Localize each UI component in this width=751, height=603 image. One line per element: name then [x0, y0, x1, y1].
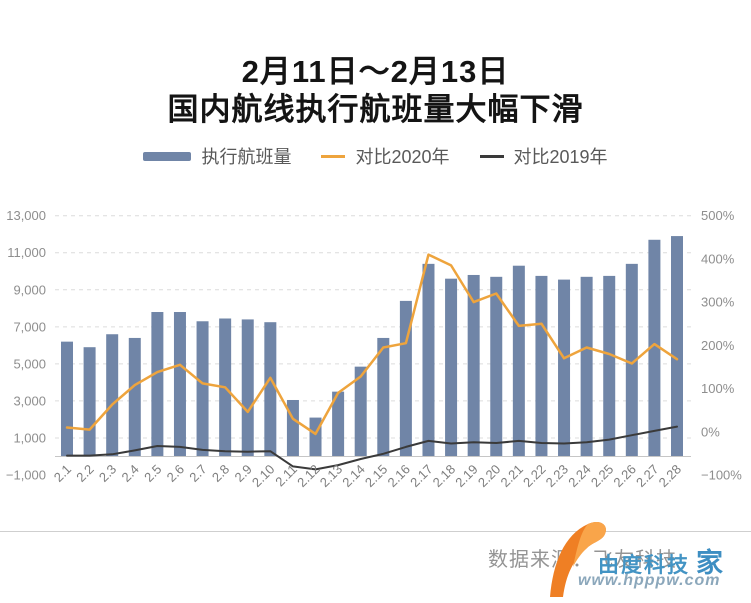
bar-2.24 [580, 276, 593, 457]
bar-2.14 [354, 366, 367, 457]
right-axis-tick: −100% [701, 468, 742, 483]
x-axis-label-2.8: 2.8 [209, 462, 232, 485]
orange-line-swatch-icon [321, 154, 346, 158]
bar-2.13 [332, 391, 345, 457]
bar-2.15 [377, 337, 390, 457]
bar-2.1 [61, 341, 73, 457]
x-axis-label-2.22: 2.22 [520, 462, 549, 491]
x-axis-label-2.26: 2.26 [610, 462, 639, 491]
bar-2.18 [445, 278, 458, 457]
legend-item-flights: 执行航班量 [143, 143, 291, 169]
bar-2.23 [558, 279, 571, 457]
black-line-swatch-icon [479, 154, 504, 158]
x-axis-label-2.15: 2.15 [362, 462, 391, 491]
flights-dual-axis-chart: 13,000 11,000 9,000 7,000 5,000 3,000 1,000 −1,… [6, 208, 742, 491]
bar-2.17 [422, 263, 435, 457]
legend-label-vs2020: 对比2020年 [355, 147, 450, 167]
x-axis-label-2.27: 2.27 [633, 462, 662, 491]
x-axis-label-2.6: 2.6 [164, 462, 187, 485]
bar-2.7 [196, 321, 209, 457]
left-axis-tick: 3,000 [13, 393, 46, 408]
x-axis-label-2.19: 2.19 [452, 462, 481, 491]
bar-2.2 [83, 347, 96, 457]
legend-label-vs2019: 对比2019年 [513, 147, 608, 167]
x-axis-label-2.2: 2.2 [73, 462, 96, 485]
footer-divider [0, 531, 751, 532]
right-axis-tick: 100% [701, 381, 735, 396]
left-axis-tick: −1,000 [6, 468, 46, 483]
line-series-对比2019年 [66, 425, 678, 471]
left-axis-tick: 1,000 [13, 430, 46, 445]
left-axis-tick: 7,000 [13, 319, 46, 334]
x-axis-label-2.21: 2.21 [497, 462, 526, 491]
x-axis-label-2.10: 2.10 [249, 462, 278, 491]
bar-2.25 [603, 275, 616, 457]
x-axis-label-2.25: 2.25 [588, 462, 617, 491]
x-axis-label-2.12: 2.12 [294, 462, 323, 491]
legend: 执行航班量 对比2020年 对比2019年 [0, 144, 751, 168]
bar-2.27 [648, 239, 661, 457]
left-axis-tick: 11,000 [7, 245, 46, 260]
bar-2.3 [106, 334, 119, 457]
bar-2.26 [625, 263, 638, 457]
bar-2.22 [535, 275, 548, 457]
x-axis-label-2.4: 2.4 [119, 462, 142, 485]
legend-item-vs2020: 对比2020年 [321, 143, 450, 169]
bar-2.10 [264, 322, 277, 457]
right-axis-tick: 200% [701, 338, 735, 353]
legend-label-flights: 执行航班量 [201, 147, 292, 167]
watermark-text-suffix: 家 [696, 548, 725, 578]
x-axis-label-2.20: 2.20 [475, 462, 504, 491]
right-axis-tick: 0% [701, 424, 720, 439]
watermark-text-main: 由度科技 [598, 554, 690, 577]
chart-title-line1: 2月11日～2月13日 [241, 54, 510, 89]
line-series-对比2020年 [65, 253, 679, 436]
x-axis-label-2.18: 2.18 [430, 462, 459, 491]
x-axis-label-2.7: 2.7 [186, 462, 209, 485]
bar-2.4 [128, 337, 141, 457]
legend-item-vs2019: 对比2019年 [479, 143, 608, 169]
x-axis-label-2.16: 2.16 [385, 462, 414, 491]
left-axis-tick: 5,000 [13, 356, 46, 371]
left-axis-tick: 13,000 [6, 208, 46, 223]
bar-2.16 [399, 300, 412, 457]
chart-title-line2: 国内航线执行航班量大幅下滑 [167, 92, 584, 127]
bar-2.20 [490, 276, 503, 457]
x-axis-label-2.13: 2.13 [317, 462, 346, 491]
bar-swatch-icon [143, 151, 192, 161]
bar-2.21 [512, 265, 525, 457]
x-axis-label-2.17: 2.17 [407, 462, 436, 491]
right-axis-tick: 400% [701, 251, 735, 266]
bar-2.12 [309, 417, 322, 457]
right-axis-tick: 500% [701, 208, 735, 223]
watermark: 由度科技家 www.hpppw.com [540, 515, 751, 600]
x-axis-label-2.28: 2.28 [656, 462, 685, 491]
bar-2.19 [467, 274, 480, 457]
watermark-logo-icon [550, 521, 606, 597]
left-axis-tick: 9,000 [13, 282, 46, 297]
x-axis-label-2.11: 2.11 [272, 462, 300, 490]
x-axis-label-2.14: 2.14 [339, 462, 368, 491]
x-axis-label-2.24: 2.24 [565, 462, 594, 491]
bar-2.6 [173, 312, 186, 457]
bar-2.5 [151, 312, 164, 457]
watermark-url: www.hpppw.com [578, 572, 721, 589]
x-axis-label-2.5: 2.5 [141, 462, 164, 485]
data-source-name: 飞友科技 [593, 549, 677, 571]
bar-2.28 [671, 236, 683, 457]
bar-2.11 [286, 399, 299, 457]
x-axis-label-2.23: 2.23 [543, 462, 572, 491]
x-axis-label-2.3: 2.3 [96, 462, 119, 485]
watermark-text: 由度科技家 [598, 541, 725, 580]
bar-2.9 [241, 319, 254, 457]
right-axis-tick: 300% [701, 295, 735, 310]
x-axis-label-2.1: 2.1 [51, 462, 74, 485]
